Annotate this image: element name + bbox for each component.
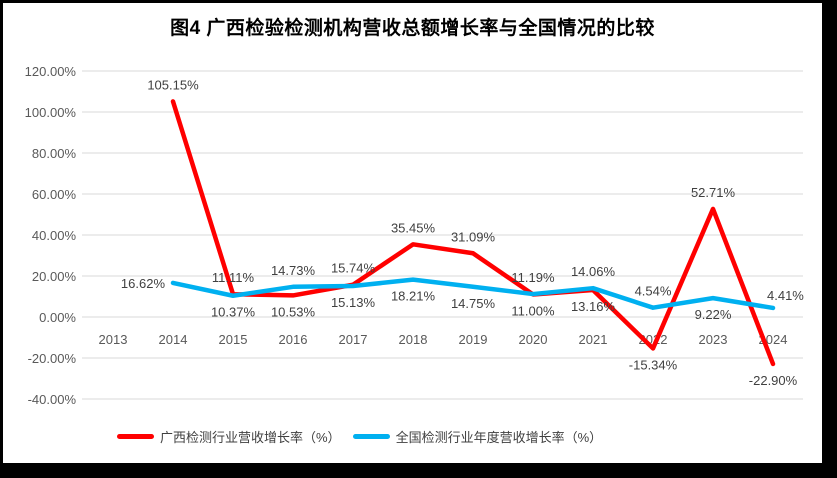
y-axis-tick-label: -20.00% [28,351,77,366]
data-label: 11.00% [511,303,555,318]
data-label: 4.54% [635,284,672,299]
x-axis-tick-label: 2014 [159,332,188,347]
data-label: 31.09% [451,229,496,244]
data-label: 18.21% [391,289,436,304]
data-label: 10.37% [211,305,256,320]
data-label: 14.75% [451,296,496,311]
data-label: -22.90% [749,373,798,388]
x-axis-tick-label: 2020 [519,332,548,347]
y-axis-tick-label: 80.00% [32,146,77,161]
data-label: 35.45% [391,220,436,235]
data-label: 11.19% [511,270,555,285]
y-axis-tick-label: 20.00% [32,269,77,284]
data-label: 14.06% [571,264,616,279]
data-label: 52.71% [691,185,736,200]
series-line-guangxi [170,99,776,367]
data-label: 15.13% [331,295,376,310]
chart-title: 图4 广西检验检测机构营收总额增长率与全国情况的比较 [170,18,655,39]
y-axis-tick-label: 120.00% [25,64,77,79]
series-line-national [170,277,776,311]
chart-canvas: 图4 广西检验检测机构营收总额增长率与全国情况的比较 120.00% 100.00… [3,3,822,463]
x-axis-tick-label: 2013 [99,332,128,347]
y-axis-tick-label: -40.00% [28,392,77,407]
data-label: 10.53% [271,304,316,319]
y-axis-tick-label: 100.00% [25,105,77,120]
x-axis-tick-label: 2015 [219,332,248,347]
data-label: 16.62% [121,276,166,291]
x-axis-tick-label: 2019 [459,332,488,347]
line-chart-plot-area: 120.00% 100.00% 80.00% 60.00% 40.00% 20.00% 0.… [25,64,805,407]
legend-label-national: 全国检测行业年度营收增长率（%） [395,430,603,445]
chart-legend: 广西检测行业营收增长率（%） 全国检测行业年度营收增长率（%） [117,427,602,446]
x-axis-tick-label: 2017 [339,332,368,347]
legend-item-national: 全国检测行业年度营收增长率（%） [352,427,603,446]
legend-swatch-national [352,434,390,439]
legend-label-guangxi: 广西检测行业营收增长率（%） [160,430,341,445]
data-label: -15.34% [629,357,678,372]
x-axis-tick-label: 2016 [279,332,308,347]
y-axis-tick-label: 0.00% [39,310,76,325]
data-label: 105.15% [147,77,199,92]
y-axis-tick-label: 40.00% [32,228,77,243]
legend-item-guangxi: 广西检测行业营收增长率（%） [117,427,341,446]
x-axis-tick-label: 2021 [579,332,608,347]
legend-swatch-guangxi [117,434,154,439]
data-label: 14.73% [271,263,316,278]
y-axis-tick-label: 60.00% [32,187,77,202]
data-label: 11.11% [212,270,255,285]
data-label: 15.74% [331,261,376,276]
data-label: 9.22% [695,307,732,322]
x-axis-tick-label: 2023 [699,332,728,347]
x-axis-tick-label: 2018 [399,332,428,347]
data-label: 4.41% [767,288,804,303]
data-label: 13.16% [571,299,616,314]
